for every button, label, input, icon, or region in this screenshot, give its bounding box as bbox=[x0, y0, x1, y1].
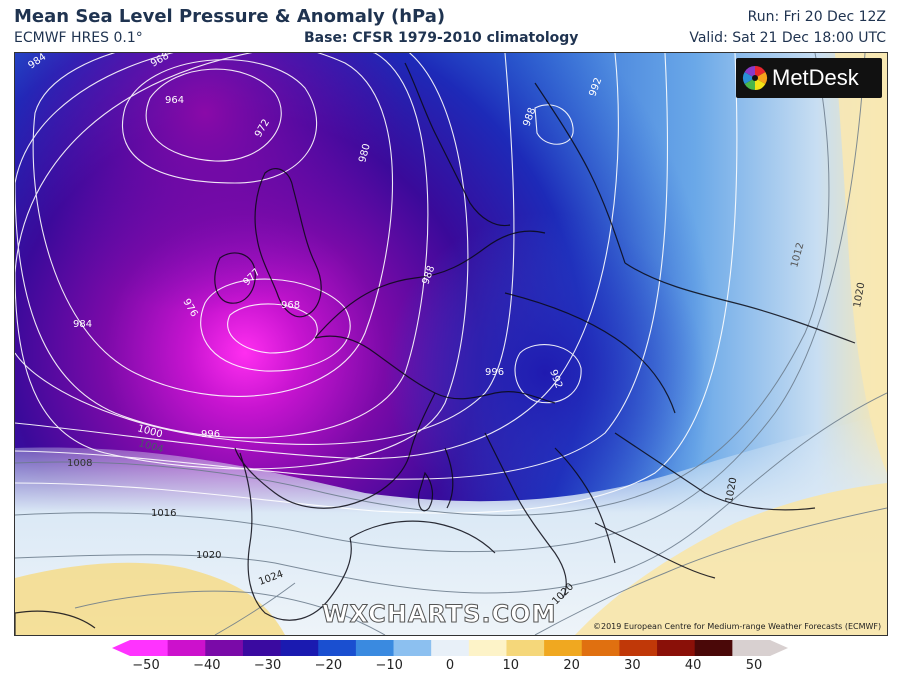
colorbar-segment bbox=[355, 640, 395, 656]
isobar-label: 964 bbox=[165, 95, 184, 106]
header: Mean Sea Level Pressure & Anomaly (hPa) … bbox=[0, 0, 900, 52]
colorbar-segment bbox=[167, 640, 206, 656]
anomaly-positive-southeast bbox=[575, 483, 887, 635]
colorbar-arrow-left bbox=[112, 640, 130, 656]
anomaly-positive-east bbox=[835, 53, 887, 473]
isobar-label: 1016 bbox=[151, 508, 176, 519]
colorbar-segment bbox=[242, 640, 282, 656]
metdesk-logo: MetDesk bbox=[736, 58, 882, 98]
colorbar-tick-label: 40 bbox=[684, 658, 702, 673]
isobar-label: 980 bbox=[357, 142, 373, 163]
watermark: WXCHARTS.COM bbox=[321, 600, 557, 629]
map-panel: 984 968 964 972 980 977 968 976 984 988 … bbox=[14, 52, 888, 636]
colorbar-tick-label: −10 bbox=[375, 658, 403, 673]
model-label: ECMWF HRES 0.1° bbox=[14, 30, 143, 46]
colorbar-segment bbox=[205, 640, 244, 656]
anomaly-positive-iberia bbox=[15, 562, 285, 635]
colorbar-segment bbox=[506, 640, 545, 656]
chart-title: Mean Sea Level Pressure & Anomaly (hPa) bbox=[14, 6, 446, 27]
colorbar-tick-label: −40 bbox=[193, 658, 221, 673]
isobars-south bbox=[15, 53, 887, 635]
isobar-label: 1008 bbox=[67, 458, 92, 469]
colorbar-segment bbox=[318, 640, 357, 656]
colorbar-segment bbox=[130, 640, 169, 656]
colorbar-segment bbox=[657, 640, 696, 656]
pressure-anomaly-map: 984 968 964 972 980 977 968 976 984 988 … bbox=[15, 53, 887, 635]
colorbar-tick-label: 20 bbox=[563, 658, 580, 673]
run-time: Run: Fri 20 Dec 12Z bbox=[747, 9, 886, 25]
colorbar-arrow-right bbox=[770, 640, 788, 656]
colorbar-segment bbox=[581, 640, 620, 656]
colorbar-segment bbox=[280, 640, 319, 656]
copyright: ©2019 European Centre for Medium-range W… bbox=[593, 622, 882, 631]
colorbar-tick-label: −50 bbox=[132, 658, 160, 673]
isobars bbox=[15, 53, 738, 514]
colorbar bbox=[112, 640, 788, 656]
isobar-label: 1020 bbox=[196, 550, 221, 561]
colorbar-segment bbox=[468, 640, 507, 656]
isobar-label: 968 bbox=[281, 300, 300, 311]
colorbar-tick-label: 0 bbox=[445, 658, 455, 673]
base-label: Base: CFSR 1979-2010 climatology bbox=[304, 30, 579, 46]
colorbar-tick-label: 30 bbox=[624, 658, 641, 673]
isobar-label: 1020 bbox=[724, 477, 739, 504]
colorbar-tick-label: −20 bbox=[314, 658, 343, 673]
colorbar-segment bbox=[393, 640, 432, 656]
isobar-label: 996 bbox=[485, 367, 504, 378]
colorbar-tick-label: −30 bbox=[253, 658, 282, 673]
colorbar-segment bbox=[431, 640, 470, 656]
coastlines bbox=[15, 62, 856, 635]
colorbar-segment bbox=[544, 640, 583, 656]
valid-time: Valid: Sat 21 Dec 18:00 UTC bbox=[689, 30, 886, 46]
colorbar-svg bbox=[112, 640, 788, 656]
colorbar-segment bbox=[732, 640, 771, 656]
metdesk-logo-icon bbox=[742, 66, 768, 90]
logo-text: MetDesk bbox=[772, 65, 859, 90]
isobar-label: 996 bbox=[201, 429, 220, 440]
isobar-label: 1020 bbox=[852, 282, 867, 309]
isobar-label: 984 bbox=[73, 319, 92, 330]
colorbar-segment bbox=[694, 640, 733, 656]
colorbar-tick-label: 50 bbox=[745, 658, 763, 673]
colorbar-tick-label: 10 bbox=[502, 658, 520, 673]
colorbar-segment bbox=[619, 640, 658, 656]
